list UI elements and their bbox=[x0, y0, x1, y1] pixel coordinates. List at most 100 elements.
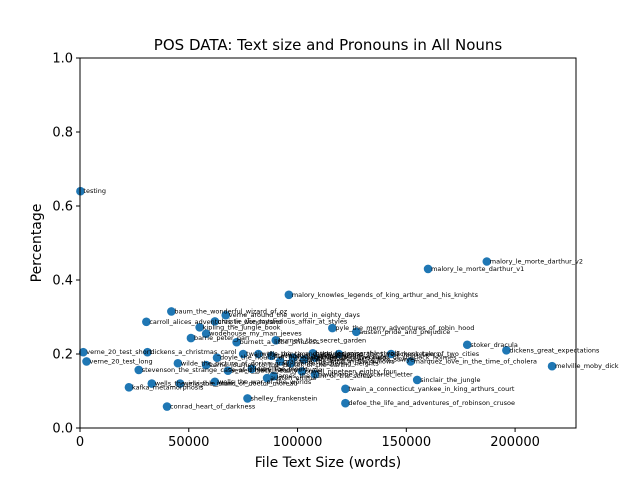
data-point-label: dickens_great_expectations bbox=[509, 346, 600, 354]
data-point-label: austen_pride_and_prejudice bbox=[359, 328, 450, 336]
data-point-label: shelley_frankenstein bbox=[251, 394, 318, 402]
x-tick-label: 0 bbox=[76, 435, 84, 450]
data-point-label: james_the_turn_of_the_screw bbox=[276, 372, 373, 380]
data-point bbox=[334, 349, 344, 359]
chart-title: POS DATA: Text size and Pronouns in All … bbox=[154, 36, 503, 54]
data-point-label: dickens_tale_of_two_cities bbox=[394, 350, 480, 358]
data-point-label: malory_le_morte_darthur_v1 bbox=[431, 265, 524, 273]
data-point-label: doyle_the_hound_of_the_baskervilles bbox=[220, 354, 341, 362]
data-point bbox=[201, 360, 211, 370]
data-point-label: stevenson_the_strange_case_of_dr_jekyll_… bbox=[142, 366, 322, 374]
data-point bbox=[299, 355, 309, 364]
data-point bbox=[310, 353, 320, 363]
data-point-label: christie_the_mysterious_affair_at_styles bbox=[218, 317, 348, 325]
data-point-label: hugo_les_miserables_vol1 bbox=[316, 349, 401, 357]
data-point-label: stoker_dracula bbox=[470, 341, 518, 349]
data-point bbox=[201, 329, 211, 338]
plot-frame bbox=[79, 57, 577, 429]
data-point-label: malory_le_morte_darthur_v2 bbox=[490, 258, 583, 266]
points-layer bbox=[76, 186, 557, 411]
data-point bbox=[124, 383, 134, 392]
data-point bbox=[175, 379, 185, 388]
data-point bbox=[341, 398, 350, 408]
data-point bbox=[297, 367, 307, 376]
data-point bbox=[232, 337, 241, 347]
data-point bbox=[386, 349, 396, 359]
y-axis: 0.0 0.2 0.4 0.6 0.8 1.0 bbox=[52, 52, 80, 437]
data-point-label: verne_around_the_world_in_eighty_days bbox=[229, 311, 361, 319]
y-tick-label: 0.8 bbox=[52, 126, 73, 141]
data-point bbox=[286, 358, 296, 368]
data-point bbox=[502, 346, 511, 355]
data-point-label: wells_the_island_of_doctor_moreau bbox=[183, 380, 298, 388]
data-point-label: austen_emma bbox=[270, 374, 316, 382]
data-point bbox=[221, 310, 231, 320]
data-point-label: dickens_a_christmas_carol bbox=[150, 348, 236, 356]
x-tick-label: 150000 bbox=[381, 435, 431, 450]
data-point-label: sewell_black_beauty bbox=[231, 367, 298, 375]
data-point-label: verne_20_test_short bbox=[86, 348, 152, 356]
data-point bbox=[271, 336, 281, 345]
data-point bbox=[547, 361, 557, 371]
data-point-label: melville_moby_dick bbox=[555, 362, 619, 370]
data-point-label: twain_a_connecticut_yankee_in_king_arthu… bbox=[348, 385, 515, 393]
data-point-label: defoe_the_life_and_adventures_of_robinso… bbox=[348, 399, 515, 407]
data-point bbox=[269, 371, 278, 381]
data-point-label: kipling_the_jungle_book bbox=[203, 323, 281, 331]
data-point-label: carroll_alices_adventures_in_wonderland bbox=[149, 318, 282, 326]
data-point-label: sinclair_the_jungle bbox=[420, 376, 480, 384]
data-point bbox=[186, 333, 196, 343]
data-point bbox=[173, 358, 183, 368]
data-point bbox=[210, 377, 220, 387]
data-point-label: wells_the_time_machine bbox=[261, 350, 340, 358]
data-point-label: hawthorne_the_scarlet_letter bbox=[318, 370, 413, 378]
data-point-label: wilde_the_picture_of_dorian_gray bbox=[181, 359, 289, 367]
data-point bbox=[147, 379, 157, 388]
data-point bbox=[351, 327, 361, 337]
data-point-label: london_the_call_of_the_wild bbox=[296, 354, 386, 362]
data-point-label: malory_knowles_legends_of_king_arthur_an… bbox=[292, 291, 479, 299]
y-axis-label: Percentage bbox=[29, 204, 45, 283]
x-tick-label: 200000 bbox=[490, 435, 540, 450]
data-point-label: doyle_the_adventures_of_sherlock_holmes bbox=[318, 354, 457, 362]
x-tick-label: 50000 bbox=[168, 435, 209, 450]
data-point bbox=[142, 317, 151, 327]
data-point bbox=[238, 349, 248, 359]
data-point bbox=[412, 375, 422, 385]
data-point bbox=[275, 357, 285, 366]
data-point-label: marquez_love_in_the_time_of_cholera bbox=[414, 357, 537, 365]
y-tick-label: 1.0 bbox=[52, 52, 73, 67]
data-point-label: burnett_a_little_princess bbox=[240, 338, 320, 346]
data-point bbox=[134, 365, 144, 375]
data-point bbox=[143, 347, 152, 357]
y-tick-label: 0.0 bbox=[52, 422, 73, 437]
data-point bbox=[341, 384, 350, 394]
data-point-label: baum_the_wonderful_wizard_of_oz bbox=[174, 307, 287, 315]
data-point-label: burnett_the_secret_garden bbox=[279, 336, 366, 344]
data-point-label: bronte_wuthering_heights bbox=[294, 359, 379, 367]
data-point bbox=[82, 357, 91, 366]
data-point bbox=[423, 264, 433, 274]
data-point bbox=[78, 347, 88, 357]
data-point bbox=[223, 366, 233, 375]
data-point-label: grahame_the_wind_in_the_willows bbox=[283, 357, 395, 365]
data-point bbox=[210, 317, 220, 326]
data-point bbox=[254, 349, 263, 359]
y-tick-label: 0.4 bbox=[52, 274, 73, 289]
data-point bbox=[462, 340, 472, 350]
data-point bbox=[247, 364, 257, 374]
data-point bbox=[328, 323, 337, 333]
data-point bbox=[284, 290, 294, 300]
data-point-label: twain_the_prince_and_the_pauper bbox=[246, 350, 357, 358]
data-point-label: dumas_the_three_musketeers bbox=[342, 350, 440, 358]
data-point-label: lewis_the_monk bbox=[255, 365, 307, 373]
data-point bbox=[310, 370, 320, 379]
data-point-label: testing bbox=[83, 187, 106, 195]
data-point-label: wells_the_invisible_man bbox=[155, 380, 233, 388]
data-point-label: wells_the_war_of_the_worlds bbox=[218, 378, 312, 386]
x-axis: 0 50000 100000 150000 200000 bbox=[76, 428, 540, 450]
data-point-label: verne_journey_to_the_center_of_the_earth bbox=[209, 361, 347, 369]
data-point bbox=[212, 353, 222, 363]
